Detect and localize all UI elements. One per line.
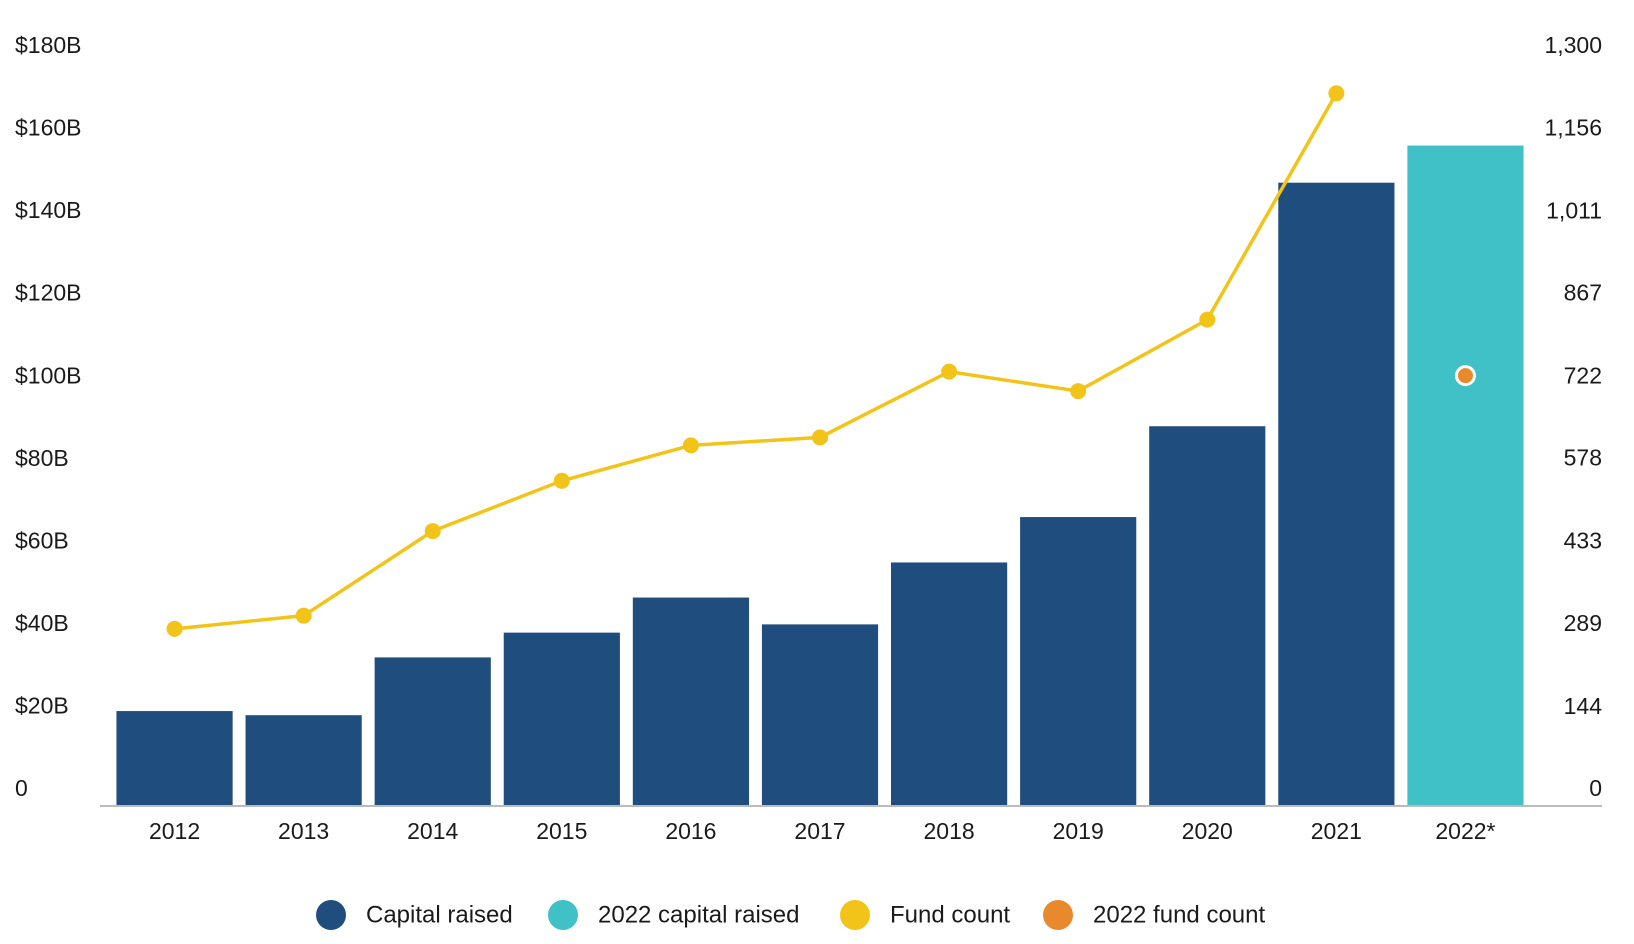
bar bbox=[1278, 182, 1395, 806]
x-tick-label: 2020 bbox=[1182, 818, 1233, 844]
bar bbox=[503, 632, 620, 806]
y2-tick-label: 433 bbox=[1564, 528, 1602, 554]
y2-tick-label: 722 bbox=[1564, 362, 1602, 388]
line-point bbox=[1328, 85, 1345, 102]
y-tick-label: $60B bbox=[15, 527, 69, 553]
legend: Capital raised 2022 capital raised Fund co… bbox=[316, 900, 1265, 930]
y2-tick-label: 0 bbox=[1589, 775, 1602, 801]
line-point bbox=[424, 523, 441, 540]
y2-tick-label: 1,300 bbox=[1544, 32, 1602, 58]
line bbox=[174, 92, 1338, 631]
bar bbox=[1407, 145, 1524, 807]
line-point bbox=[941, 363, 958, 380]
legend-label: Capital raised bbox=[366, 901, 513, 928]
legend-label: 2022 fund count bbox=[1093, 901, 1265, 928]
x-tick-label: 2013 bbox=[278, 818, 329, 844]
y2-tick-label: 578 bbox=[1564, 445, 1602, 471]
y-tick-label: $140B bbox=[15, 197, 82, 223]
line-point bbox=[812, 429, 828, 446]
bar bbox=[374, 657, 491, 806]
x-tick-label: 2014 bbox=[407, 818, 458, 844]
x-tick-label: 2012 bbox=[149, 818, 200, 844]
point bbox=[1454, 365, 1476, 387]
y-tick-label: $40B bbox=[15, 610, 69, 636]
bar bbox=[632, 597, 749, 806]
bar bbox=[761, 624, 879, 806]
legend-swatch bbox=[1043, 900, 1073, 930]
y-tick-label: 0 bbox=[15, 775, 28, 801]
y-tick-label: $180B bbox=[15, 32, 82, 58]
line-point bbox=[1199, 311, 1216, 328]
y2-tick-label: 1,011 bbox=[1546, 197, 1602, 223]
bar bbox=[1020, 517, 1137, 806]
y-tick-label: $20B bbox=[15, 693, 69, 719]
y-tick-label: $120B bbox=[15, 280, 82, 306]
legend-swatch bbox=[840, 900, 870, 930]
x-tick-label: 2021 bbox=[1311, 818, 1362, 844]
x-tick-label: 2022* bbox=[1435, 818, 1495, 844]
bar bbox=[245, 715, 362, 806]
x-tick-label: 2015 bbox=[536, 818, 587, 844]
x-tick-label: 2017 bbox=[794, 818, 845, 844]
y2-tick-label: 144 bbox=[1564, 693, 1603, 719]
legend-label: Fund count bbox=[890, 901, 1010, 928]
line-point bbox=[1070, 383, 1087, 400]
bar bbox=[1149, 426, 1266, 806]
line-point bbox=[166, 620, 183, 637]
bar bbox=[116, 711, 233, 806]
y-tick-label: $160B bbox=[15, 115, 82, 141]
legend-swatch bbox=[316, 900, 346, 930]
y2-tick-label: 867 bbox=[1564, 280, 1602, 306]
y2-tick-label: 289 bbox=[1564, 610, 1602, 636]
y2-tick-label: 1,156 bbox=[1544, 114, 1602, 140]
y-tick-label: $100B bbox=[15, 362, 82, 388]
x-tick-label: 2018 bbox=[924, 818, 975, 844]
line-point bbox=[553, 472, 570, 489]
legend-swatch bbox=[548, 900, 578, 930]
line-point bbox=[295, 607, 312, 624]
x-tick-label: 2016 bbox=[665, 818, 716, 844]
legend-label: 2022 capital raised bbox=[598, 901, 799, 928]
bar bbox=[891, 562, 1008, 806]
line-point bbox=[682, 437, 699, 454]
x-tick-label: 2019 bbox=[1053, 818, 1104, 844]
y-tick-label: $80B bbox=[15, 445, 69, 471]
